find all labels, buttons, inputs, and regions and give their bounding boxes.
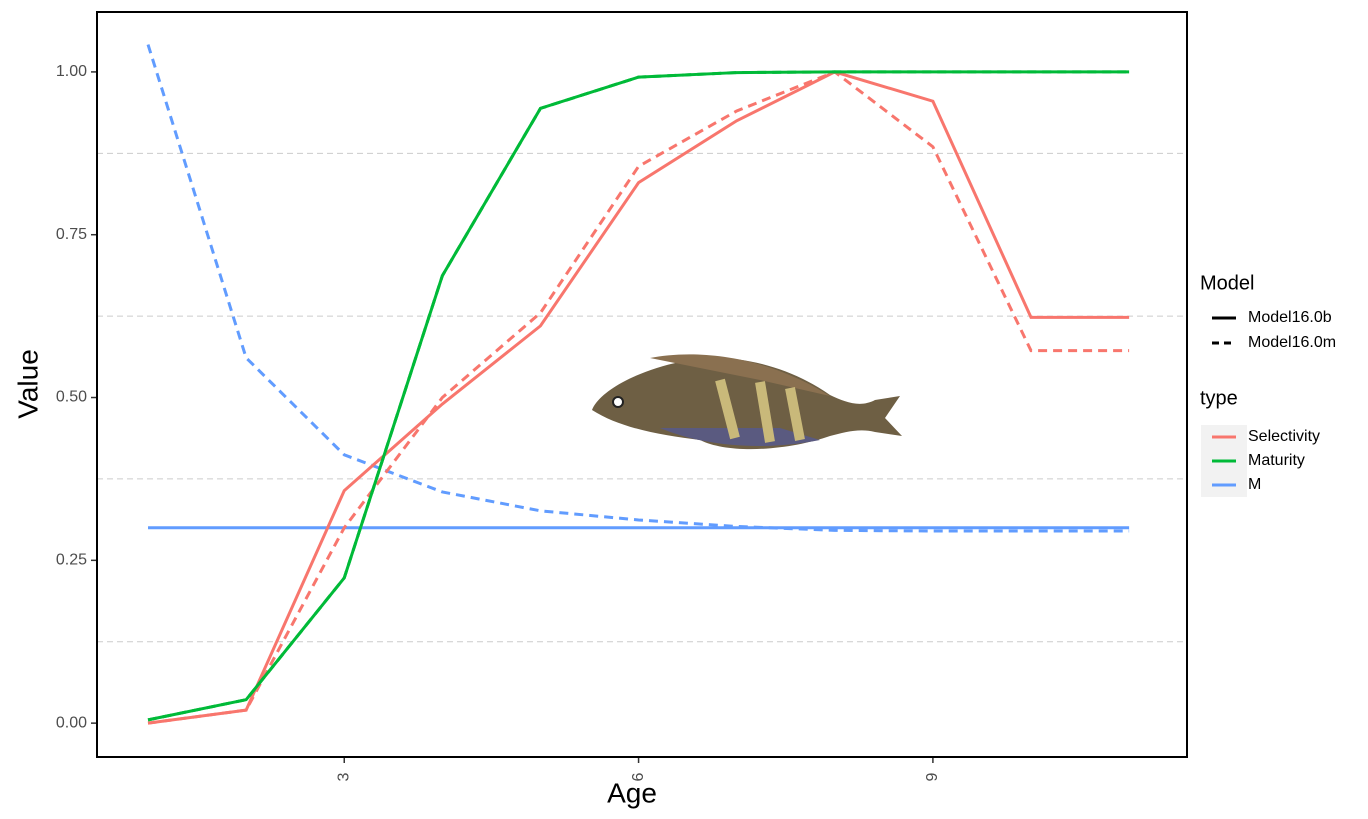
series-line <box>147 70 1130 725</box>
series-line <box>146 44 1130 533</box>
panel-border <box>96 11 1188 758</box>
series-line <box>147 70 1130 722</box>
legend-label: Model16.0b <box>1248 309 1332 326</box>
fish-illustration <box>592 354 902 450</box>
y-tick-label: 0.25 <box>56 552 87 569</box>
y-tick-label: 1.00 <box>56 63 87 80</box>
y-tick-label: 0.50 <box>56 389 87 406</box>
x-axis-title: Age <box>607 777 657 808</box>
y-tick-label: 0.00 <box>56 714 87 731</box>
legend-title: Model <box>1200 272 1254 294</box>
y-tick-label: 0.75 <box>56 226 87 243</box>
legend-label: Maturity <box>1248 452 1305 469</box>
x-tick-label: 9 <box>924 772 941 781</box>
series-line <box>147 70 1130 725</box>
legend-title: type <box>1200 387 1238 409</box>
x-tick-label: 6 <box>630 772 647 781</box>
legend-label: Selectivity <box>1248 428 1320 445</box>
legend-label: Model16.0m <box>1248 334 1336 351</box>
y-axis-title: Value <box>12 349 43 419</box>
legend-label: M <box>1248 476 1261 493</box>
x-tick-label: 3 <box>335 772 352 781</box>
